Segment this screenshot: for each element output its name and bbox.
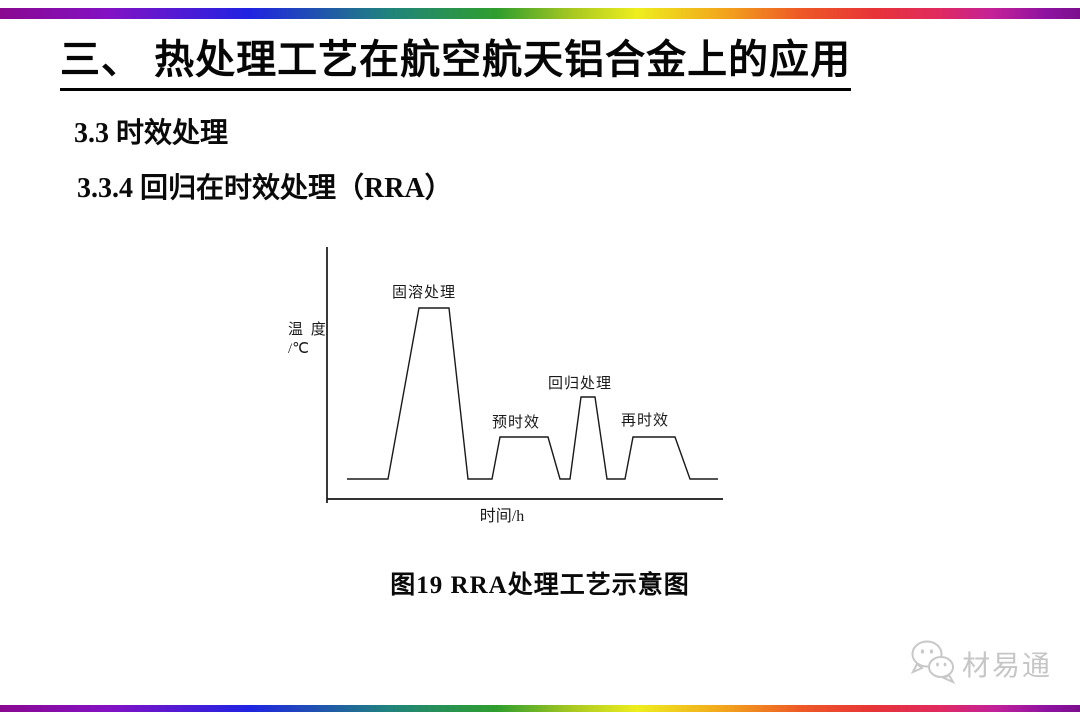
x-axis-label: 时间/h bbox=[480, 507, 524, 525]
section-heading: 3.3 时效处理 bbox=[74, 118, 229, 149]
wechat-icon bbox=[908, 638, 958, 689]
y-axis-label-line2: /℃ bbox=[288, 341, 309, 357]
figure-caption: 图19 RRA处理工艺示意图 bbox=[390, 572, 690, 599]
stage-label-pre-aging: 预时效 bbox=[492, 414, 540, 431]
watermark-text: 材易通 bbox=[962, 649, 1053, 681]
rra-diagram: 温 度 /℃ 时间/h 固溶处理 预时效 回归处理 再时效 bbox=[288, 247, 723, 525]
stage-label-retrogression: 回归处理 bbox=[548, 375, 612, 392]
stage-label-solution: 固溶处理 bbox=[392, 284, 456, 301]
top-rainbow-bar bbox=[0, 8, 1080, 19]
stage-label-re-aging: 再时效 bbox=[621, 412, 669, 429]
temperature-curve bbox=[347, 307, 718, 480]
watermark: 材易通 bbox=[908, 638, 1052, 689]
y-axis-label-line1: 温 度 bbox=[288, 321, 328, 338]
page-title: 三、 热处理工艺在航空航天铝合金上的应用 bbox=[60, 27, 852, 91]
bottom-rainbow-bar bbox=[0, 705, 1080, 712]
subsection-heading: 3.3.4 回归在时效处理（RRA） bbox=[77, 173, 453, 204]
